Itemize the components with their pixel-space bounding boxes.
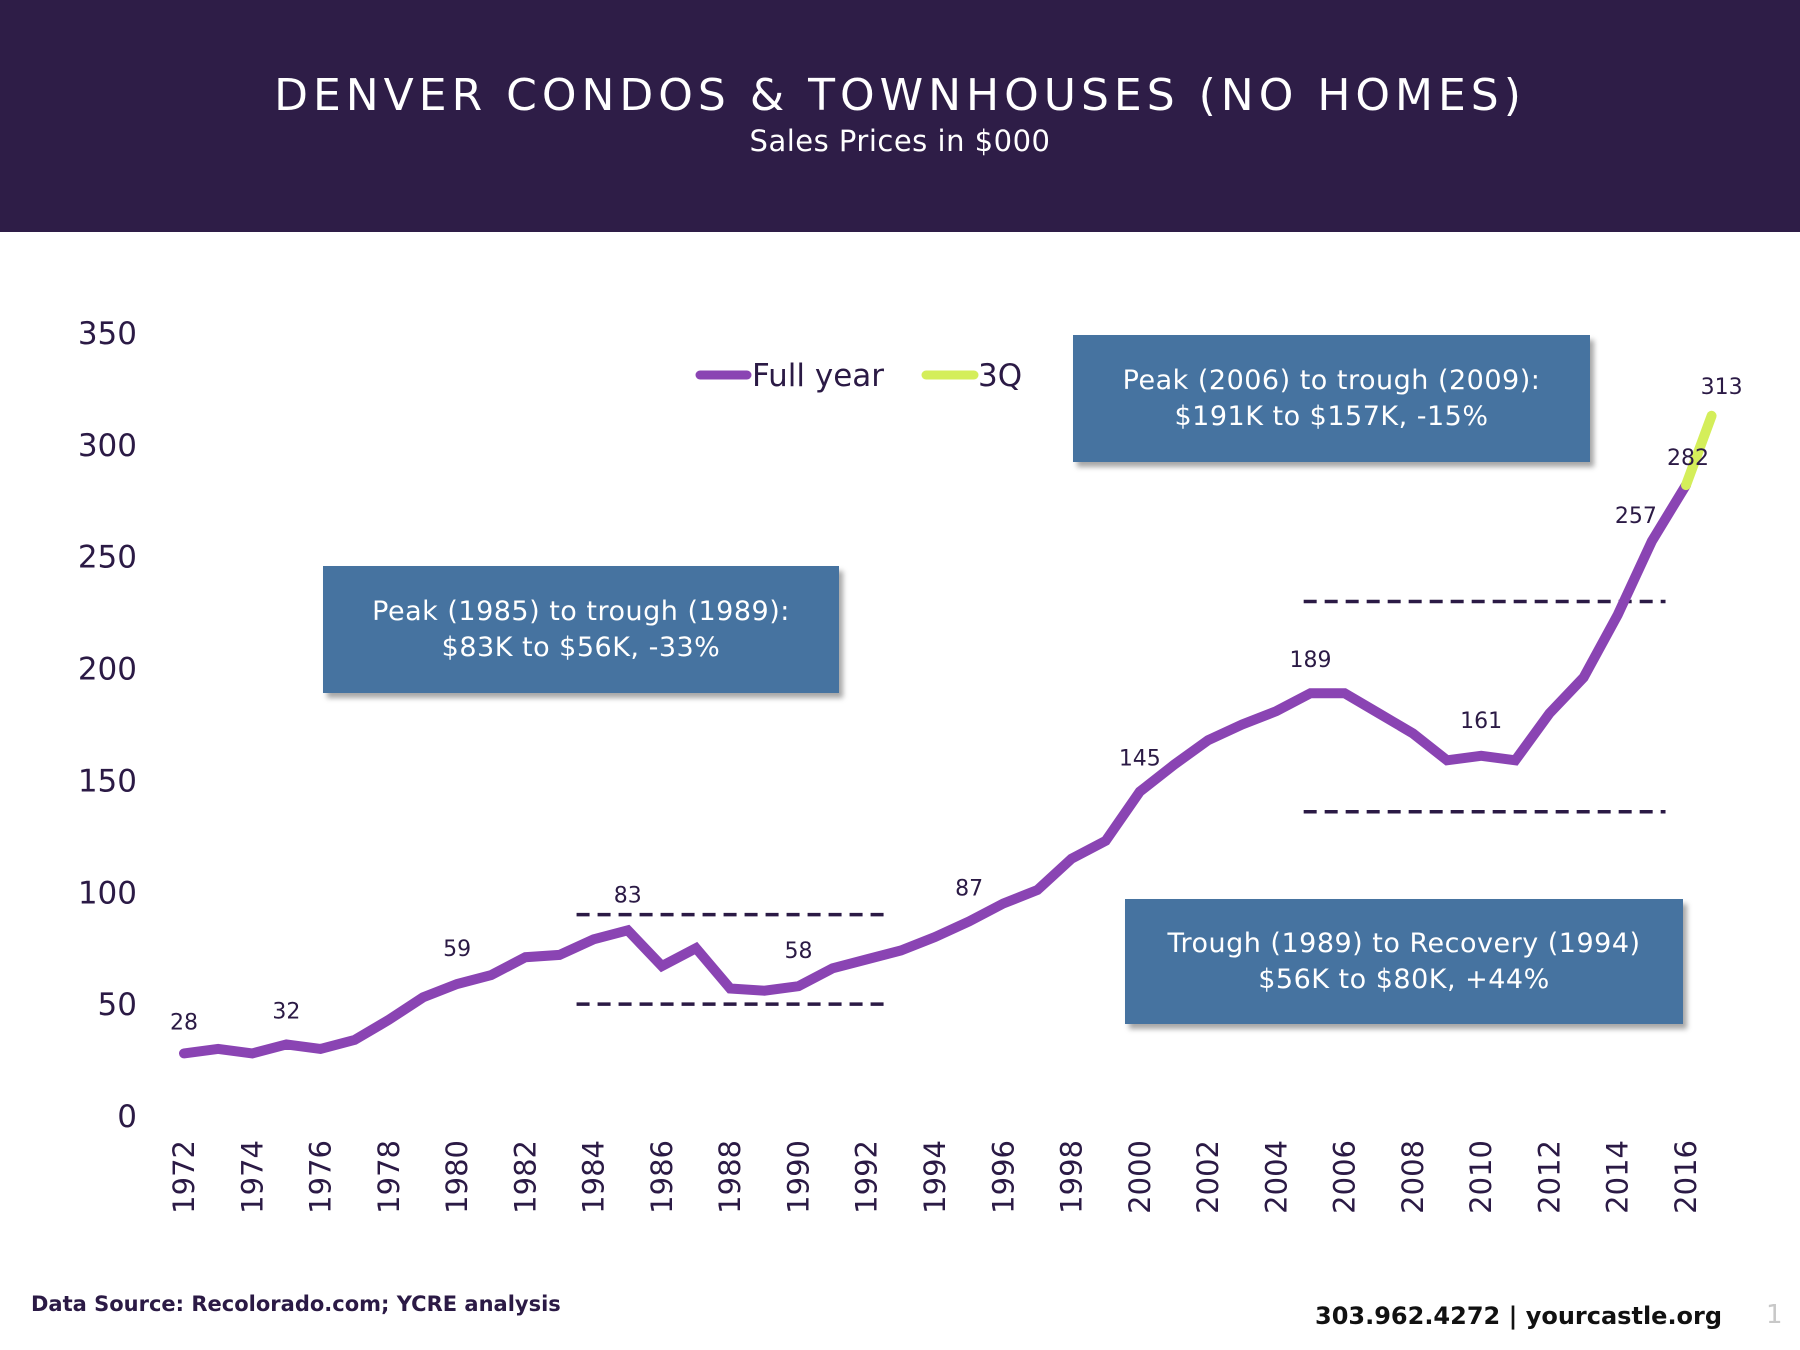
contact-info: 303.962.4272 | yourcastle.org (1315, 1302, 1723, 1330)
data-label: 282 (1667, 446, 1709, 471)
data-label: 83 (614, 883, 642, 908)
data-label: 257 (1615, 504, 1657, 529)
y-tick-label: 200 (78, 652, 137, 688)
x-tick-label: 2004 (1259, 1140, 1293, 1214)
y-axis: 0 50 100 150 200 250 300 350 (78, 316, 137, 1135)
data-label: 189 (1290, 648, 1332, 673)
x-tick-label: 1996 (986, 1140, 1020, 1214)
annotation-box-2000s-peak-trough: Peak (2006) to trough (2009): $191K to $… (1073, 335, 1590, 462)
legend: Full year 3Q (695, 358, 1022, 394)
x-tick-label: 2002 (1191, 1140, 1225, 1214)
x-tick-label: 2008 (1396, 1140, 1430, 1214)
x-tick-label: 1974 (235, 1140, 269, 1214)
x-tick-label: 2000 (1123, 1140, 1157, 1214)
y-tick-label: 150 (78, 763, 137, 799)
x-tick-label: 2016 (1669, 1140, 1703, 1214)
x-tick-label: 1976 (304, 1140, 338, 1214)
annotation-line-1: Trough (1989) to Recovery (1994) (1167, 927, 1641, 959)
x-tick-label: 1972 (167, 1140, 201, 1214)
data-label: 145 (1119, 747, 1161, 772)
legend-label-full-year: Full year (752, 358, 884, 394)
legend-label-3q: 3Q (978, 358, 1022, 394)
annotation-box-1980s-peak-trough: Peak (1985) to trough (1989): $83K to $5… (323, 566, 839, 693)
x-tick-label: 2014 (1601, 1140, 1635, 1214)
annotation-line-1: Peak (2006) to trough (2009): (1122, 364, 1541, 396)
x-tick-label: 1988 (713, 1140, 747, 1214)
x-tick-label: 1978 (372, 1140, 406, 1214)
data-label: 87 (955, 876, 983, 901)
y-tick-label: 0 (117, 1099, 137, 1135)
x-tick-label: 2012 (1532, 1140, 1566, 1214)
annotation-box-trough-recovery: Trough (1989) to Recovery (1994) $56K to… (1125, 899, 1683, 1024)
x-tick-label: 1992 (850, 1140, 884, 1214)
annotation-line-2: $56K to $80K, +44% (1258, 963, 1550, 995)
x-tick-label: 1980 (440, 1140, 474, 1214)
x-tick-label: 2006 (1328, 1140, 1362, 1214)
y-tick-label: 300 (78, 428, 137, 464)
annotation-line-2: $191K to $157K, -15% (1174, 400, 1489, 432)
data-label: 59 (443, 937, 471, 962)
annotation-line-1: Peak (1985) to trough (1989): (372, 595, 790, 627)
chart-subtitle: Sales Prices in $000 (749, 124, 1051, 158)
y-tick-label: 50 (98, 987, 137, 1023)
y-tick-label: 100 (78, 875, 137, 911)
x-tick-label: 1990 (781, 1140, 815, 1214)
series-line-3q (1681, 410, 1717, 491)
annotation-line-2: $83K to $56K, -33% (441, 631, 721, 663)
data-label: 161 (1460, 709, 1502, 734)
x-tick-label: 1998 (1055, 1140, 1089, 1214)
x-axis: 1972 1974 1976 1978 1980 1982 1984 1986 1988 1990… (167, 1140, 1703, 1214)
data-labels: 28 32 59 83 58 87 145 189 161 257 282 313 (170, 375, 1743, 1036)
x-tick-label: 1986 (645, 1140, 679, 1214)
x-tick-label: 2010 (1464, 1140, 1498, 1214)
x-tick-label: 1994 (918, 1140, 952, 1214)
data-label: 32 (272, 999, 300, 1024)
data-label: 58 (784, 939, 812, 964)
chart-title: DENVER CONDOS & TOWNHOUSES (NO HOMES) (274, 70, 1526, 121)
data-label: 28 (170, 1010, 198, 1035)
y-tick-label: 350 (78, 316, 137, 352)
page-number: 1 (1766, 1300, 1783, 1330)
y-tick-label: 250 (78, 540, 137, 576)
reference-lines (576, 599, 1666, 1006)
series-line-full-year (179, 480, 1691, 1059)
x-tick-label: 1984 (577, 1140, 611, 1214)
data-label: 313 (1701, 375, 1743, 400)
data-source-note: Data Source: Recolorado.com; YCRE analys… (31, 1292, 561, 1316)
series-lines (179, 410, 1717, 1059)
header-banner: DENVER CONDOS & TOWNHOUSES (NO HOMES) Sa… (0, 0, 1800, 232)
x-tick-label: 1982 (508, 1140, 542, 1214)
